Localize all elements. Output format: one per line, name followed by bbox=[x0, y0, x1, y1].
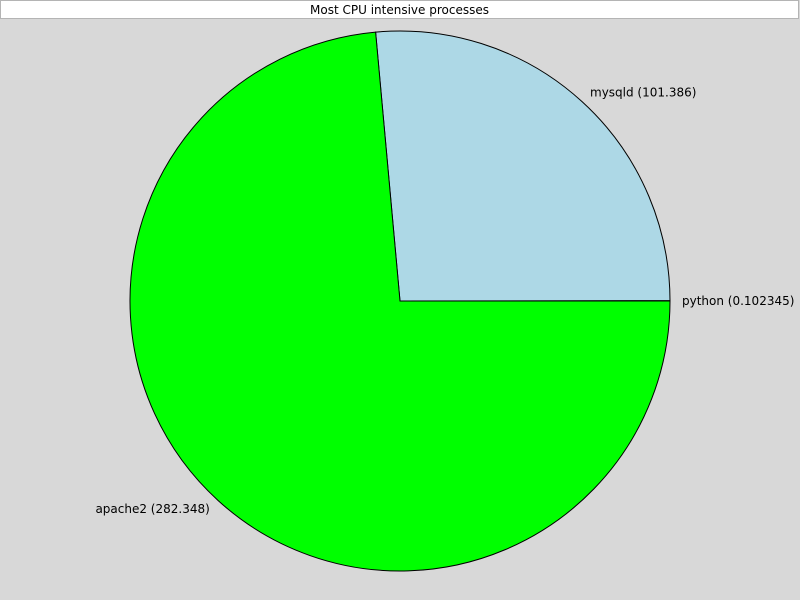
pie-slice-apache2 bbox=[129, 31, 671, 572]
pie-slice-mysqld bbox=[375, 30, 671, 302]
pie-slices bbox=[129, 30, 671, 572]
pie-label-apache2: apache2 (282.348) bbox=[95, 502, 209, 516]
pie-labels: python (0.102345) mysqld (101.386) apache2… bbox=[95, 86, 794, 517]
pie-label-python: python (0.102345) bbox=[682, 294, 794, 308]
pie-label-mysqld: mysqld (101.386) bbox=[590, 86, 696, 100]
chart-title: Most CPU intensive processes bbox=[0, 0, 799, 19]
